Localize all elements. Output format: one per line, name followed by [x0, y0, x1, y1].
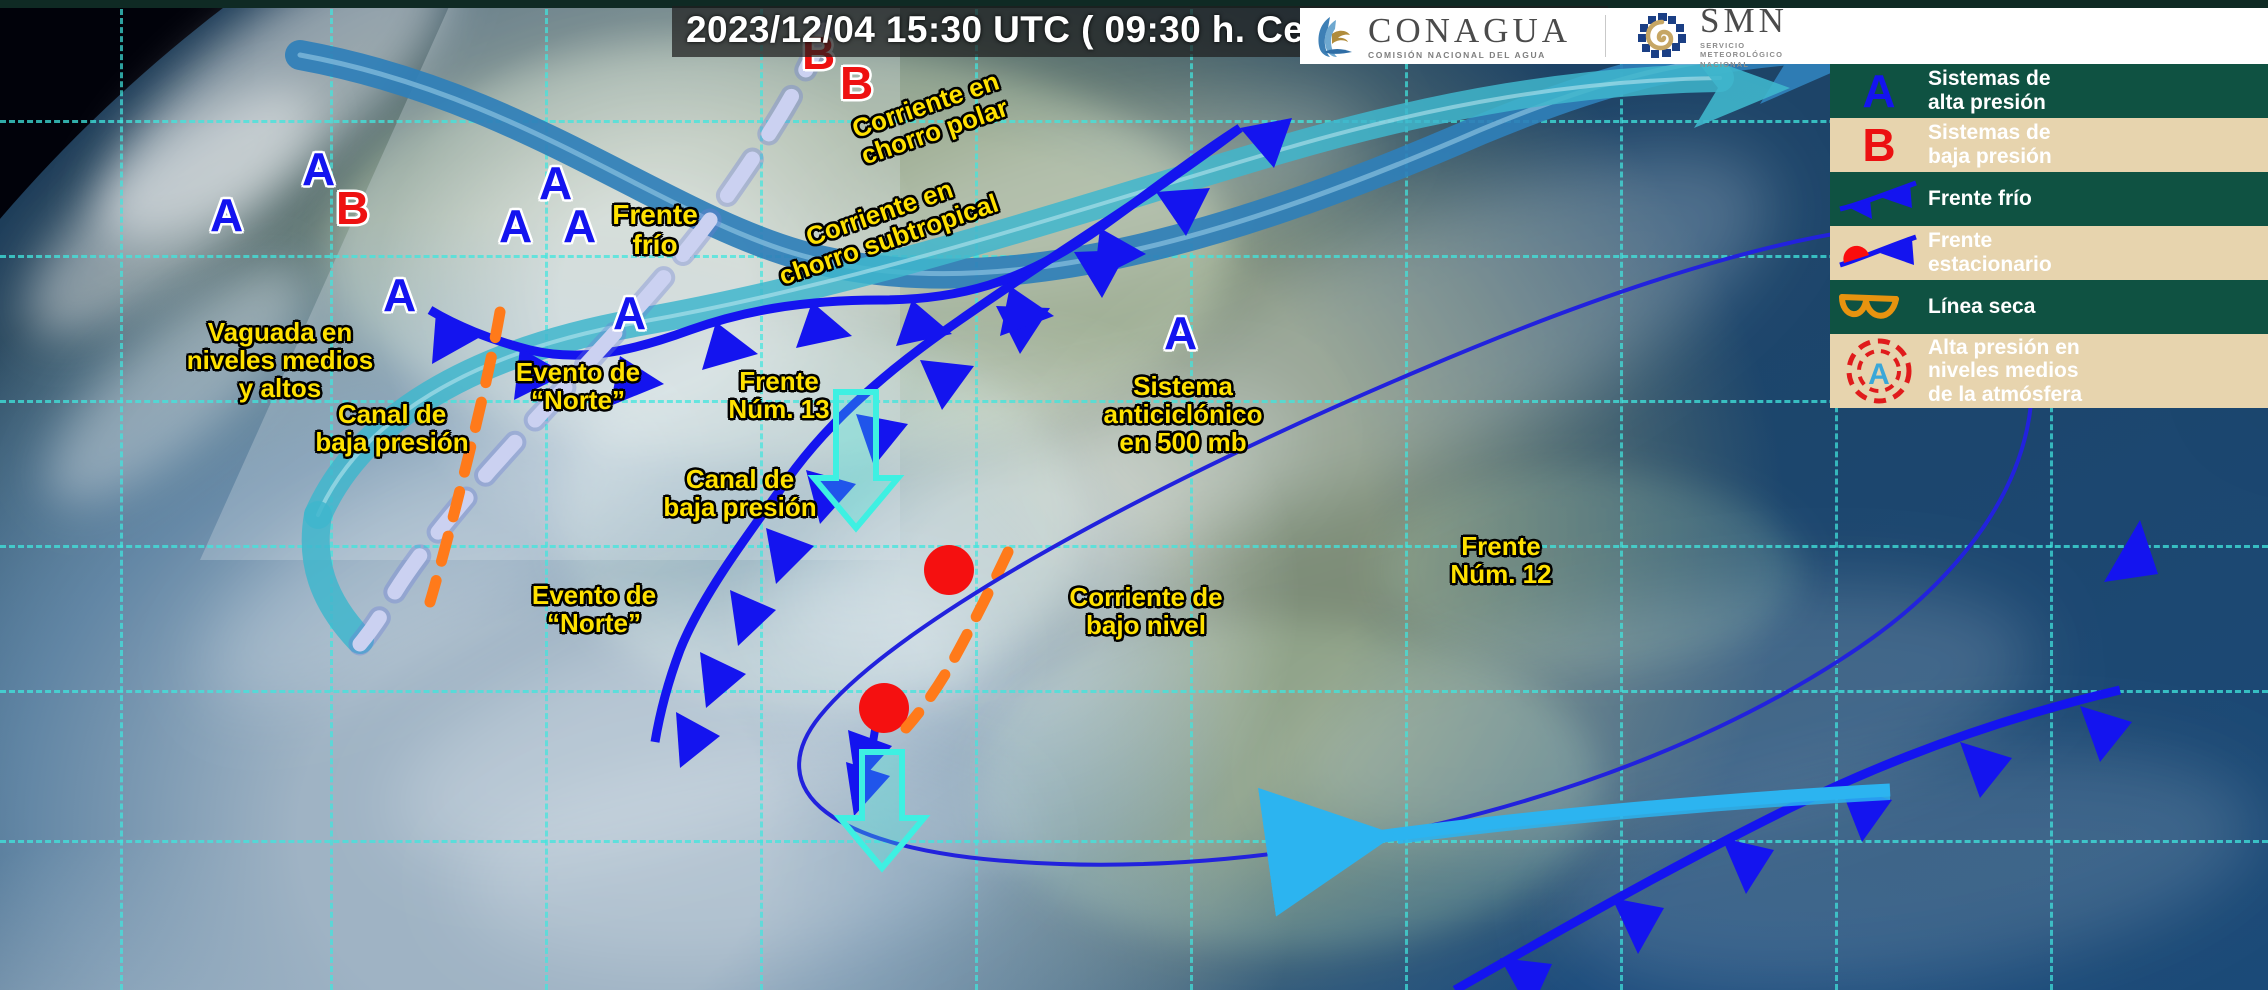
low-pressure-centers	[859, 545, 974, 733]
annotation-norte-event-2: Evento de “Norte”	[531, 580, 657, 639]
dry-line-icon	[1839, 294, 1899, 319]
logo-bar: CONAGUA COMISIÓN NACIONAL DEL AGUA SMN	[1300, 3, 2268, 69]
annotation-anticyclone-500mb: Sistema anticiclónico en 500 mb	[1103, 371, 1263, 458]
subtropical-jet-stream	[301, 52, 1790, 654]
cold-front-icon	[1839, 180, 1917, 219]
legend-label: Frente estacionario	[1928, 229, 2052, 276]
legend-label: Frente frío	[1928, 187, 2032, 211]
letter-b-icon: B	[1830, 122, 1928, 168]
conagua-subtitle: COMISIÓN NACIONAL DEL AGUA	[1368, 49, 1546, 60]
letter-b-glyph: B	[1862, 119, 1896, 171]
dry-line-icon	[1830, 287, 1928, 327]
svg-text:A: A	[1868, 358, 1890, 391]
legend-row-5: A Alta presión en niveles medios de la a…	[1830, 334, 2268, 408]
high-pressure-marker: A	[539, 157, 573, 209]
conagua-logo: CONAGUA COMISIÓN NACIONAL DEL AGUA	[1314, 13, 1571, 60]
legend-label: Sistemas de baja presión	[1928, 121, 2052, 168]
high-pressure-marker: A	[383, 269, 417, 321]
smn-wordmark: SMN SERVICIO METEOROLÓGICO NACIONAL	[1700, 3, 1788, 69]
low-pressure-marker: B	[840, 57, 874, 109]
legend-label: Sistemas de alta presión	[1928, 67, 2051, 114]
top-strip	[0, 0, 2268, 8]
norte-event-arrow-2	[833, 749, 931, 873]
conagua-name: CONAGUA	[1368, 10, 1571, 50]
high-pressure-marker: A	[563, 200, 597, 252]
smn-name: SMN	[1700, 0, 1788, 40]
low-pressure-marker: B	[336, 182, 370, 234]
logo-divider	[1605, 15, 1606, 57]
annotation-mid-upper-trough: Vaguada en niveles medios y altos	[186, 317, 374, 404]
legend-row-1: B Sistemas de baja presión	[1830, 118, 2268, 172]
mid-level-high-icon: A	[1830, 334, 1928, 408]
letter-a-glyph: A	[1862, 65, 1896, 117]
stationary-front-icon	[1830, 233, 1928, 273]
high-pressure-marker: A	[302, 143, 336, 195]
high-pressure-marker: A	[499, 200, 533, 252]
smn-subtitle: SERVICIO METEOROLÓGICO NACIONAL	[1700, 40, 1784, 69]
cold-front-icon	[1830, 179, 1928, 219]
annotation-low-level-jet: Corriente de bajo nivel	[1069, 582, 1223, 641]
conagua-wordmark: CONAGUA COMISIÓN NACIONAL DEL AGUA	[1368, 13, 1571, 60]
legend-row-0: A Sistemas de alta presión	[1830, 64, 2268, 118]
smn-logo: SMN SERVICIO METEOROLÓGICO NACIONAL	[1636, 3, 1788, 69]
annotation-front-12: Frente Núm. 12	[1450, 531, 1552, 590]
high-pressure-marker: A	[210, 189, 244, 241]
map-legend: A Sistemas de alta presión B Sistemas de ba…	[1830, 64, 2268, 408]
legend-row-3: Frente estacionario	[1830, 226, 2268, 280]
norte-event-arrow-1	[807, 389, 905, 533]
annotation-front-13: Frente Núm. 13	[728, 366, 830, 425]
high-pressure-marker: A	[613, 287, 647, 339]
letter-a-icon: A	[1830, 68, 1928, 114]
legend-label: Alta presión en niveles medios de la atm…	[1928, 335, 2083, 406]
legend-label: Línea seca	[1928, 295, 2036, 319]
legend-row-2: Frente frío	[1830, 172, 2268, 226]
low-pressure-trough-west	[424, 306, 506, 608]
high-pressure-marker: A	[1164, 307, 1198, 359]
smn-emblem-icon	[1638, 13, 1686, 58]
cold-front-line-us	[427, 124, 1243, 406]
mid-upper-level-trough	[348, 18, 836, 656]
conagua-emblem-icon	[1318, 17, 1352, 57]
mid-level-high-icon: A	[1846, 338, 1912, 404]
low-pressure-trough-east	[900, 546, 1014, 734]
legend-row-4: Línea seca	[1830, 280, 2268, 334]
annotation-cold-front: Frente frío	[612, 199, 698, 261]
low-level-jet-arrow	[1258, 783, 1891, 917]
cold-front-line-12	[1452, 520, 2158, 990]
stationary-front-icon	[1839, 234, 1917, 268]
annotation-low-trough-east: Canal de baja presión	[663, 464, 817, 523]
annotation-low-trough-west: Canal de baja presión	[315, 399, 469, 458]
annotation-norte-event-1: Evento de “Norte”	[515, 357, 641, 416]
